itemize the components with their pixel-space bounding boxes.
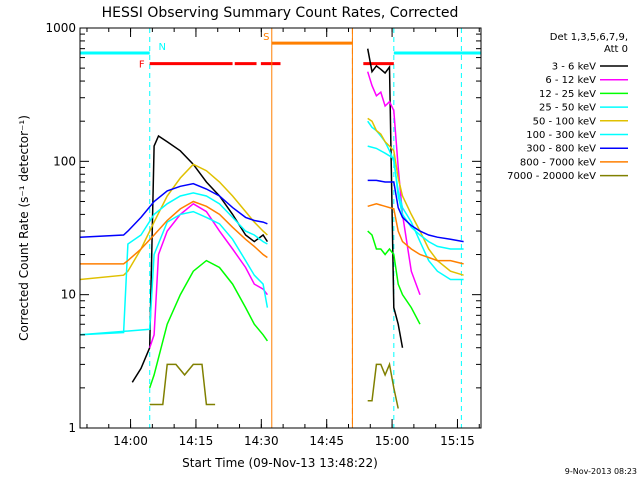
legend-header: Att 0 [604, 44, 628, 55]
x-tick-label: 15:15 [440, 434, 475, 448]
y-tick-label: 100 [53, 154, 76, 168]
x-tick-label: 15:00 [375, 434, 410, 448]
y-axis-label: Corrected Count Rate (s⁻¹ detector⁻¹) [17, 115, 31, 341]
x-tick-label: 14:45 [309, 434, 344, 448]
legend-label: 25 - 50 keV [539, 103, 596, 114]
legend-label: 300 - 800 keV [526, 144, 596, 155]
legend-label: 800 - 7000 keV [520, 157, 596, 168]
plot-content: N F S [79, 28, 481, 428]
chart-title: HESSI Observing Summary Count Rates, Cor… [102, 5, 459, 21]
legend-label: 6 - 12 keV [545, 75, 596, 86]
series-line [79, 117, 464, 281]
series-line [149, 361, 399, 409]
series-line [80, 200, 464, 265]
plot-frame [79, 27, 482, 429]
x-tick-label: 14:00 [113, 434, 148, 448]
legend-label: 12 - 25 keV [539, 89, 596, 100]
x-axis-label: Start Time (09-Nov-13 13:48:22) [182, 456, 378, 470]
legend-label: 3 - 6 keV [552, 62, 596, 73]
series-line [148, 71, 421, 348]
legend-label: 100 - 300 keV [526, 130, 596, 141]
x-tick-label: 14:15 [179, 434, 214, 448]
series-line [79, 179, 464, 243]
legend-label: 50 - 100 keV [533, 116, 597, 127]
flag-label-f: F [139, 60, 145, 71]
legend-header: Det 1,3,5,6,7,9, [550, 32, 628, 43]
legend: Det 1,3,5,6,7,9,Att 0 3 - 6 keV 6 - 12 keV… [507, 32, 628, 182]
x-tick-label: 14:30 [244, 434, 279, 448]
y-axis-ticks: 1 10 100 1000 [45, 21, 481, 435]
series-line [148, 230, 421, 389]
flag-label-s: S [263, 32, 269, 43]
legend-label: 7000 - 20000 keV [507, 171, 596, 182]
flag-label-n: N [158, 42, 165, 53]
y-tick-label: 10 [61, 288, 76, 302]
date-stamp: 9-Nov-2013 08:23 [565, 467, 637, 476]
y-tick-label: 1 [68, 421, 76, 435]
y-tick-label: 1000 [45, 21, 76, 35]
x-axis-ticks: 14:00 14:15 14:30 14:45 15:00 15:15 [86, 28, 480, 448]
